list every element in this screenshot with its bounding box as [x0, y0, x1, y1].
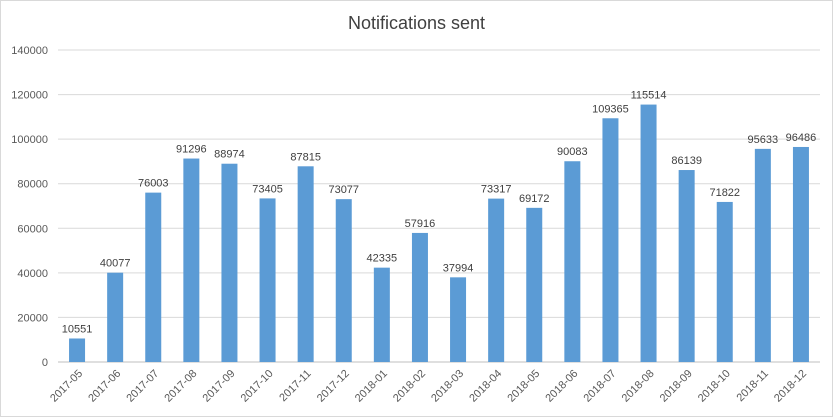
data-label: 42335: [367, 253, 398, 265]
data-label: 88974: [214, 149, 245, 161]
bar: [488, 198, 505, 362]
data-label: 76003: [138, 178, 169, 190]
data-label: 95633: [748, 134, 779, 146]
x-tick-label: 2018-08: [620, 368, 657, 405]
chart-title: Notifications sent: [347, 13, 486, 33]
bar: [526, 207, 543, 362]
bar: [754, 148, 771, 362]
bar: [450, 277, 467, 362]
bar: [602, 118, 619, 363]
x-tick-label: 2018-10: [696, 368, 733, 405]
x-tick-label: 2017-08: [162, 368, 199, 405]
bar: [221, 163, 238, 362]
y-tick-label: 0: [42, 357, 48, 369]
x-tick-label: 2018-09: [658, 368, 695, 405]
x-tick-label: 2018-06: [543, 368, 580, 405]
data-label: 109365: [592, 103, 629, 115]
x-tick-label: 2018-12: [772, 368, 809, 405]
bar: [297, 166, 314, 362]
bar: [69, 338, 86, 362]
data-label: 90083: [557, 146, 588, 158]
x-tick-label: 2018-07: [582, 368, 619, 405]
data-label: 40077: [100, 258, 131, 270]
data-label: 73317: [481, 184, 512, 196]
x-tick-label: 2018-03: [429, 368, 466, 405]
data-label: 87815: [290, 151, 321, 163]
bar: [792, 146, 809, 362]
y-tick-label: 20000: [17, 312, 48, 324]
gridlines: [58, 49, 820, 363]
x-tick-label: 2018-05: [505, 368, 542, 405]
x-tick-label: 2018-02: [391, 368, 428, 405]
bar: [107, 272, 124, 362]
data-label: 96486: [786, 132, 817, 144]
data-label: 57916: [405, 218, 436, 230]
bars: [69, 104, 809, 363]
data-label: 69172: [519, 193, 550, 205]
x-tick-label: 2018-04: [467, 368, 504, 405]
y-tick-label: 60000: [17, 223, 48, 235]
bar: [183, 158, 200, 362]
data-label: 115514: [631, 90, 667, 102]
y-axis-ticks: 0 20000 40000 60000 80000 100000 120000 140000: [11, 45, 48, 369]
data-label: 91296: [176, 144, 207, 156]
x-tick-label: 2017-12: [315, 368, 352, 405]
data-labels: 10551 40077 76003 91296 88974 73405 87815 73077…: [62, 90, 816, 336]
y-tick-label: 100000: [11, 134, 48, 146]
x-tick-label: 2017-11: [277, 368, 313, 404]
x-tick-label: 2018-11: [735, 368, 771, 404]
data-label: 10551: [62, 323, 93, 335]
x-tick-label: 2017-05: [48, 368, 85, 405]
data-label: 37994: [443, 262, 474, 274]
data-label: 86139: [671, 155, 702, 167]
y-tick-label: 80000: [17, 179, 48, 191]
bar: [335, 199, 352, 362]
x-tick-label: 2018-01: [353, 368, 390, 405]
bar: [259, 198, 276, 362]
data-label: 73405: [252, 183, 283, 195]
bar: [411, 232, 428, 362]
x-axis-ticks: 2017-05 2017-06 2017-07 2017-08 2017-09 2017-…: [48, 368, 809, 405]
y-tick-label: 40000: [17, 268, 48, 280]
bar: [716, 201, 733, 362]
x-tick-label: 2017-06: [86, 368, 123, 405]
x-tick-label: 2017-09: [201, 368, 238, 405]
y-tick-label: 120000: [11, 90, 48, 102]
x-tick-label: 2017-10: [239, 368, 276, 405]
bar: [564, 161, 581, 362]
bar: [373, 267, 390, 362]
data-label: 73077: [328, 184, 359, 196]
x-tick-label: 2017-07: [124, 368, 161, 405]
bar: [640, 104, 657, 363]
data-label: 71822: [709, 187, 740, 199]
y-tick-label: 140000: [11, 45, 48, 57]
bar: [145, 192, 162, 362]
bar: [678, 170, 695, 362]
